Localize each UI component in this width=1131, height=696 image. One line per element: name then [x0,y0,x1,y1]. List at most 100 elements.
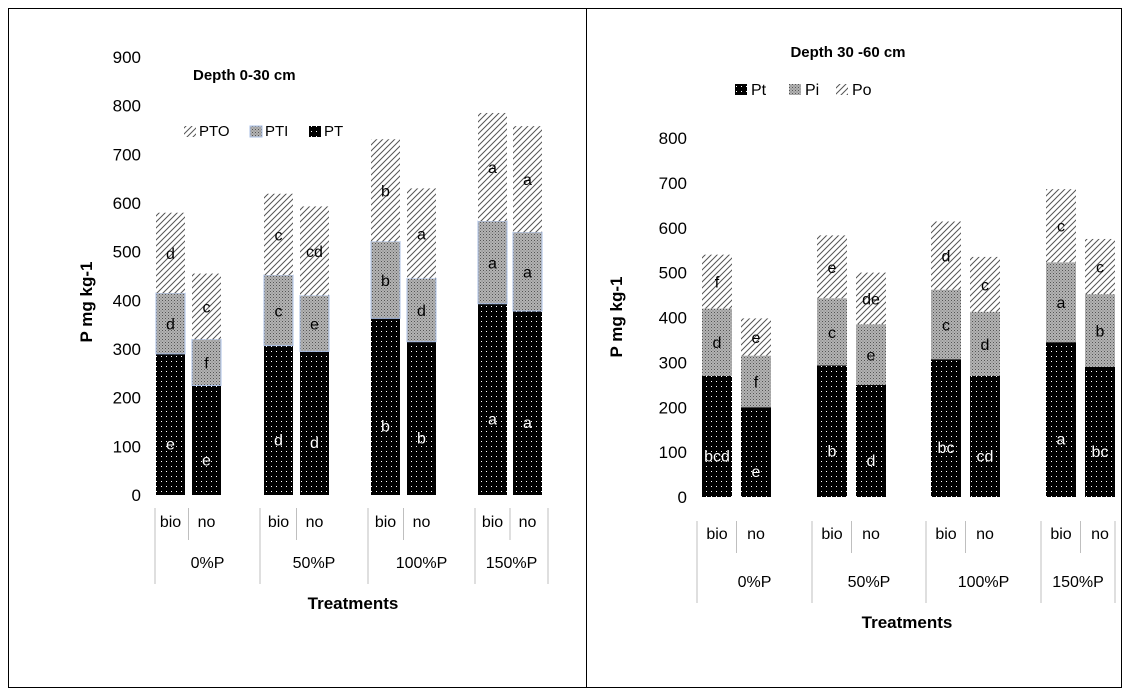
data-label-pt: e [166,436,175,453]
data-label-pi: b [1096,324,1105,341]
bar-segment-pi [970,311,1000,376]
y-tick-label: 200 [659,398,687,417]
y-tick-label: 600 [659,219,687,238]
bar-segment-pto [300,206,329,296]
bar-segment-po [702,254,732,309]
data-label-pt: d [867,453,876,470]
x-tick-label: bio [375,514,396,531]
data-label-pti: a [523,265,532,282]
data-label-pti: d [166,316,175,333]
x-group-label: 150%P [1052,574,1104,591]
x-tick-label: no [862,526,880,543]
legend-label-pto: PTO [199,123,230,140]
data-label-pt: b [828,443,837,460]
x-group-label: 100%P [958,574,1010,591]
bar-segment-po [817,235,847,299]
legend-swatch-po [836,84,848,95]
bar-segment-pto [407,188,436,279]
legend-swatch-pti [249,125,263,138]
data-label-po: e [752,330,761,347]
bar-segment-po [1046,189,1076,263]
data-label-pt: e [202,452,211,469]
bar-segment-pto [371,139,400,242]
bar-segment-pi [702,308,732,376]
bar-segment-po [931,221,961,290]
y-tick-label: 700 [659,174,687,193]
x-axis: bio no bio no bio no bio no0%P 50%P 100%P 150%P [696,521,1116,603]
data-label-pto: a [488,160,497,177]
x-tick-label: no [198,514,216,531]
bar-segment-pi [741,355,771,408]
data-label-pt: a [488,411,497,428]
data-label-po: c [1057,219,1065,236]
data-label-pto: a [523,172,532,189]
chart-depth-0-30: Depth 0-30 cm PTO PTI PT 0 100 200 300 400 50… [77,48,549,613]
x-tick-label: bio [935,526,956,543]
bar-segment-pt [513,311,542,495]
bar-segment-pt [817,365,847,497]
legend-swatch-pi [789,84,801,95]
bar-segment-pt [192,385,221,495]
y-tick-label: 400 [113,291,141,310]
bar-segment-pt [300,351,329,495]
x-group-label: 150%P [486,555,538,572]
legend-label-pi: Pi [805,82,819,99]
bar-segment-pto [264,193,293,276]
data-label-pti: e [310,316,319,333]
data-label-po: d [942,249,951,266]
bar-segment-pt [1085,366,1115,497]
x-tick-label: bio [482,514,503,531]
x-group-label: 50%P [293,555,336,572]
bar-segment-pti [155,292,186,355]
data-label-pt: b [381,419,390,436]
x-axis: bio no bio no bio no bio no0%P 50%P 100%P 150%P [154,508,549,584]
bar-segment-pto [513,126,542,233]
x-group-label: 0%P [738,574,772,591]
bar-segment-pi [1046,262,1076,343]
legend: Pt Pi Po [735,82,872,99]
bar-segment-pto [192,273,221,340]
x-tick-label: no [306,514,324,531]
bar-segment-pt [931,359,961,497]
data-label-pto: c [203,299,211,316]
y-axis-label: P mg kg-1 [607,277,626,358]
legend-label-pt: Pt [751,82,767,99]
y-tick-label: 300 [659,353,687,372]
bar-segment-pt [264,345,293,495]
chart-title: Depth 30 -60 cm [790,44,905,61]
bar-segment-pt [1046,342,1076,497]
x-tick-label: no [747,526,765,543]
data-label-pt: a [1057,432,1066,449]
y-tick-label: 0 [132,486,141,505]
y-tick-label: 100 [113,437,141,456]
x-tick-label: bio [268,514,289,531]
bar-segment-pti [477,220,508,305]
bar-segment-pt [478,303,507,495]
y-tick-label: 300 [113,340,141,359]
bar-segment-pti [512,231,543,312]
bar-segment-po [970,256,1000,312]
bar-segment-po [741,318,771,356]
bar-segment-pt [856,384,886,497]
data-label-po: c [981,277,989,294]
bar-segment-pt [407,341,436,495]
data-label-pi: e [867,348,876,365]
bar-segment-po [856,272,886,325]
data-label-pt: cd [977,448,994,465]
y-tick-label: 200 [113,389,141,408]
bar-segment-pi [856,324,886,385]
x-tick-label: no [413,514,431,531]
data-label-pti: c [275,303,283,320]
y-tick-label: 900 [113,48,141,67]
data-label-pto: c [275,227,283,244]
data-label-pt: a [523,415,532,432]
x-group-label: 50%P [848,574,891,591]
bar-segment-pt [156,353,185,495]
x-group-label: 100%P [396,555,448,572]
data-label-pto: a [417,226,426,243]
data-label-pi: c [942,317,950,334]
data-label-pt: e [752,464,761,481]
